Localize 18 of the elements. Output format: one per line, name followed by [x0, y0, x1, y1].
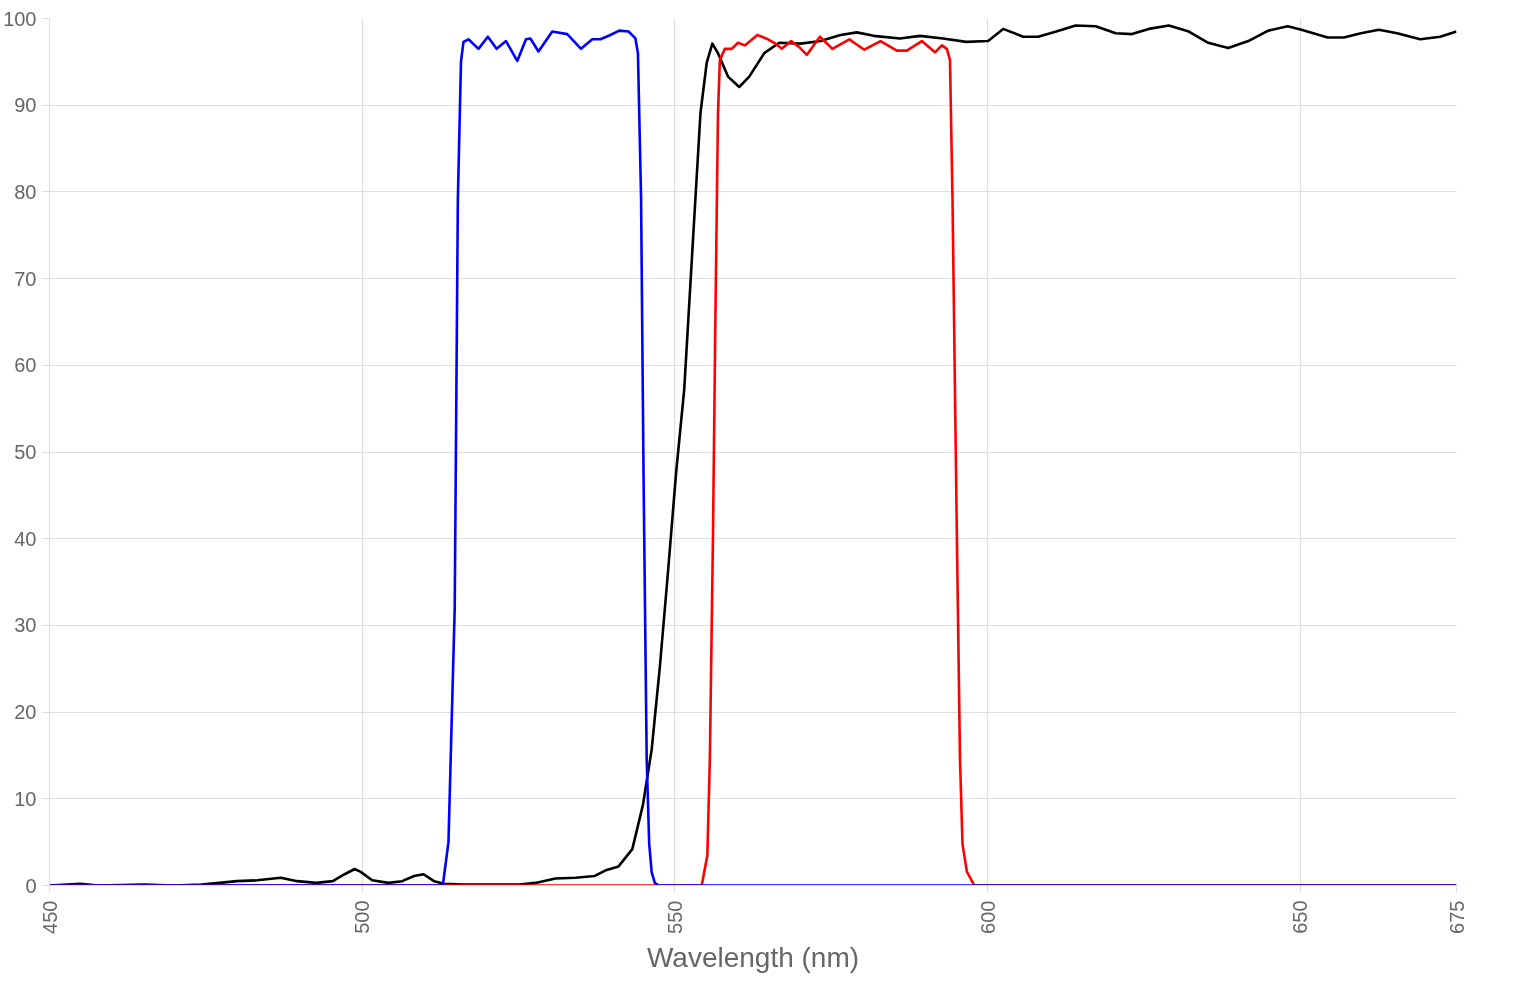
x-tick-label: 675: [1445, 900, 1468, 934]
y-tick-label: 100: [3, 7, 37, 30]
x-tick-label: 550: [663, 900, 686, 934]
x-tick-label: 450: [38, 900, 61, 934]
y-tick-label: 50: [14, 441, 37, 463]
y-tick-label: 20: [14, 701, 37, 724]
y-tick-label: 10: [14, 787, 37, 810]
x-tick-label: 500: [351, 900, 374, 934]
y-tick-label: 40: [14, 527, 37, 550]
x-axis-title: Wavelength (nm): [646, 941, 860, 973]
y-tick-label: 0: [25, 874, 37, 897]
y-tick-label: 80: [14, 180, 37, 203]
x-tick-label: 600: [976, 900, 999, 934]
y-tick-label: 90: [14, 94, 37, 117]
y-tick-label: 30: [14, 614, 37, 637]
y-tick-label: 60: [14, 354, 37, 377]
x-tick-label: 650: [1289, 900, 1312, 934]
y-tick-label: 70: [14, 267, 37, 290]
